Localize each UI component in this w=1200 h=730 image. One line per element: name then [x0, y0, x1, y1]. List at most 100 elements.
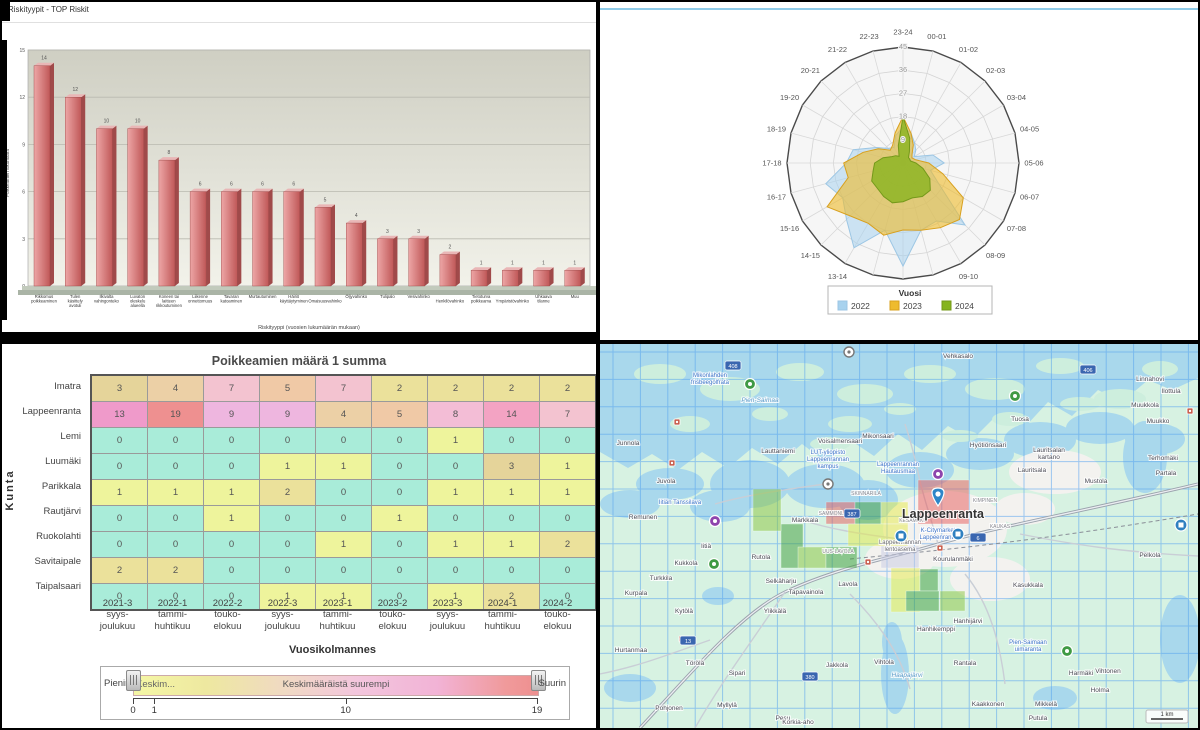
legend-gradient-bar[interactable]: Keskim... Keskimääräistä suurempi [133, 675, 539, 696]
heatmap-cell[interactable]: 9 [203, 401, 260, 428]
map-heat-cell[interactable] [847, 523, 909, 547]
bar[interactable]: 1 Tietoturva poikkeama [470, 260, 492, 304]
heatmap-cell[interactable]: 0 [203, 557, 260, 584]
heatmap-cell[interactable]: 1 [427, 427, 484, 454]
heatmap-cell[interactable]: 2 [90, 557, 148, 584]
heatmap-cell[interactable]: 0 [315, 557, 372, 584]
heatmap-cell[interactable]: 0 [203, 453, 260, 480]
map-heat-cell[interactable] [917, 479, 970, 525]
heatmap-cell[interactable]: 5 [371, 401, 428, 428]
heatmap-cell[interactable]: 8 [427, 401, 484, 428]
heatmap-cell[interactable]: 7 [539, 401, 596, 428]
heatmap-cell[interactable]: 0 [203, 531, 260, 558]
heatmap-cell[interactable]: 0 [147, 505, 204, 532]
heatmap-cell[interactable]: 3 [483, 453, 540, 480]
heatmap-cell[interactable]: 2 [539, 531, 596, 558]
heatmap-cell[interactable]: 0 [90, 531, 148, 558]
poi-marker[interactable] [1186, 407, 1194, 415]
heatmap-cell[interactable]: 0 [427, 453, 484, 480]
radar-series-2024[interactable] [871, 116, 931, 204]
heatmap-cell[interactable]: 0 [315, 505, 372, 532]
location-pin-icon[interactable] [931, 487, 945, 508]
heatmap-cell[interactable]: 1 [427, 583, 484, 611]
bar[interactable]: 1 Ympäristövahinko [496, 260, 530, 303]
park-marker[interactable] [1008, 389, 1022, 403]
bar[interactable]: 2 Henkilövahinko [436, 245, 465, 304]
heatmap-cell[interactable]: 3 [90, 374, 148, 402]
bar[interactable]: 6 Liikenne onnettomuus [188, 182, 212, 304]
bar[interactable]: 10 Ilkivalta vahingonteko [94, 119, 120, 304]
heatmap-cell[interactable]: 0 [147, 531, 204, 558]
heatmap-cell[interactable]: 1 [147, 479, 204, 506]
heatmap-cell[interactable]: 2 [427, 374, 484, 402]
poi-marker[interactable] [668, 459, 676, 467]
heatmap-cell[interactable]: 0 [90, 505, 148, 532]
bar[interactable]: 6 Häiriö käyttäytyminen [280, 182, 309, 304]
heatmap-cell[interactable]: 7 [203, 374, 260, 402]
heatmap-cell[interactable]: 1 [539, 479, 596, 506]
heatmap-cell[interactable]: 5 [259, 374, 316, 402]
heatmap-cell[interactable]: 0 [483, 557, 540, 584]
heatmap-cell[interactable]: 2 [483, 583, 540, 611]
bar[interactable]: 6 Murtautuminen [249, 182, 278, 299]
shop-marker[interactable] [951, 527, 965, 541]
poi-marker[interactable] [864, 558, 872, 566]
heatmap-cell[interactable]: 7 [315, 374, 372, 402]
attraction-marker[interactable] [931, 467, 945, 481]
map-heat-cell[interactable] [752, 488, 782, 532]
heatmap-cell[interactable]: 0 [203, 427, 260, 454]
heatmap-cell[interactable]: 0 [259, 427, 316, 454]
bar[interactable]: 10 Luvaton oleskelu alueella [127, 119, 148, 309]
heatmap-cell[interactable]: 0 [90, 453, 148, 480]
park-marker[interactable] [1060, 644, 1074, 658]
heatmap-cell[interactable]: 0 [259, 531, 316, 558]
heatmap-cell[interactable]: 2 [539, 374, 596, 402]
heatmap-cell[interactable]: 2 [483, 374, 540, 402]
bar[interactable]: 3 Vesivahinko [407, 229, 430, 299]
heatmap-cell[interactable]: 4 [147, 374, 204, 402]
shop-marker[interactable] [894, 529, 908, 543]
legend-slider-handle-left[interactable] [126, 670, 141, 691]
heatmap-cell[interactable]: 0 [539, 557, 596, 584]
heatmap-cell[interactable]: 1 [315, 531, 372, 558]
heatmap-cell[interactable]: 0 [147, 427, 204, 454]
heatmap-cell[interactable]: 0 [483, 505, 540, 532]
map-heat-cell[interactable] [939, 590, 966, 612]
heatmap-cell[interactable]: 0 [371, 557, 428, 584]
heatmap-cell[interactable]: 9 [259, 401, 316, 428]
map-panel[interactable]: Vehkasalo Mikonsaari Voisalmensaari Tuosa Hy… [600, 344, 1198, 728]
heatmap-cell[interactable]: 0 [427, 505, 484, 532]
bar[interactable]: 5 Omaisuusvahinko [308, 197, 342, 303]
heatmap-cell[interactable]: 0 [539, 583, 596, 611]
bar[interactable]: 6 Tavaran katoaminen [221, 182, 243, 304]
heatmap-cell[interactable]: 0 [315, 479, 372, 506]
heatmap-cell[interactable]: 0 [539, 505, 596, 532]
map-heat-cell[interactable] [780, 523, 804, 569]
legend-slider-handle-right[interactable] [531, 670, 546, 691]
heatmap-cell[interactable]: 0 [259, 557, 316, 584]
heatmap-cell[interactable]: 0 [371, 427, 428, 454]
shop-marker[interactable] [1174, 518, 1188, 532]
bar[interactable]: 1 Muu [564, 260, 585, 299]
heatmap-cell[interactable]: 0 [371, 531, 428, 558]
heatmap-cell[interactable]: 0 [259, 505, 316, 532]
park-marker[interactable] [707, 557, 721, 571]
heatmap-cell[interactable]: 0 [203, 583, 260, 611]
map-heat-cell[interactable] [825, 546, 858, 569]
university-marker[interactable] [843, 346, 855, 358]
heatmap-cell[interactable]: 0 [427, 557, 484, 584]
heatmap-cell[interactable]: 1 [259, 453, 316, 480]
heatmap-cell[interactable]: 19 [147, 401, 204, 428]
heatmap-cell[interactable]: 1 [315, 583, 372, 611]
heatmap-cell[interactable]: 1 [427, 479, 484, 506]
map-heat-cell[interactable] [905, 590, 940, 612]
attraction-marker[interactable] [708, 514, 722, 528]
heatmap-cell[interactable]: 1 [427, 531, 484, 558]
heatmap-cell[interactable]: 1 [259, 583, 316, 611]
heatmap-cell[interactable]: 1 [315, 453, 372, 480]
map-heat-cell[interactable] [919, 568, 939, 592]
heatmap-cell[interactable]: 1 [483, 479, 540, 506]
heatmap-cell[interactable]: 2 [259, 479, 316, 506]
heatmap-cell[interactable]: 2 [147, 557, 204, 584]
